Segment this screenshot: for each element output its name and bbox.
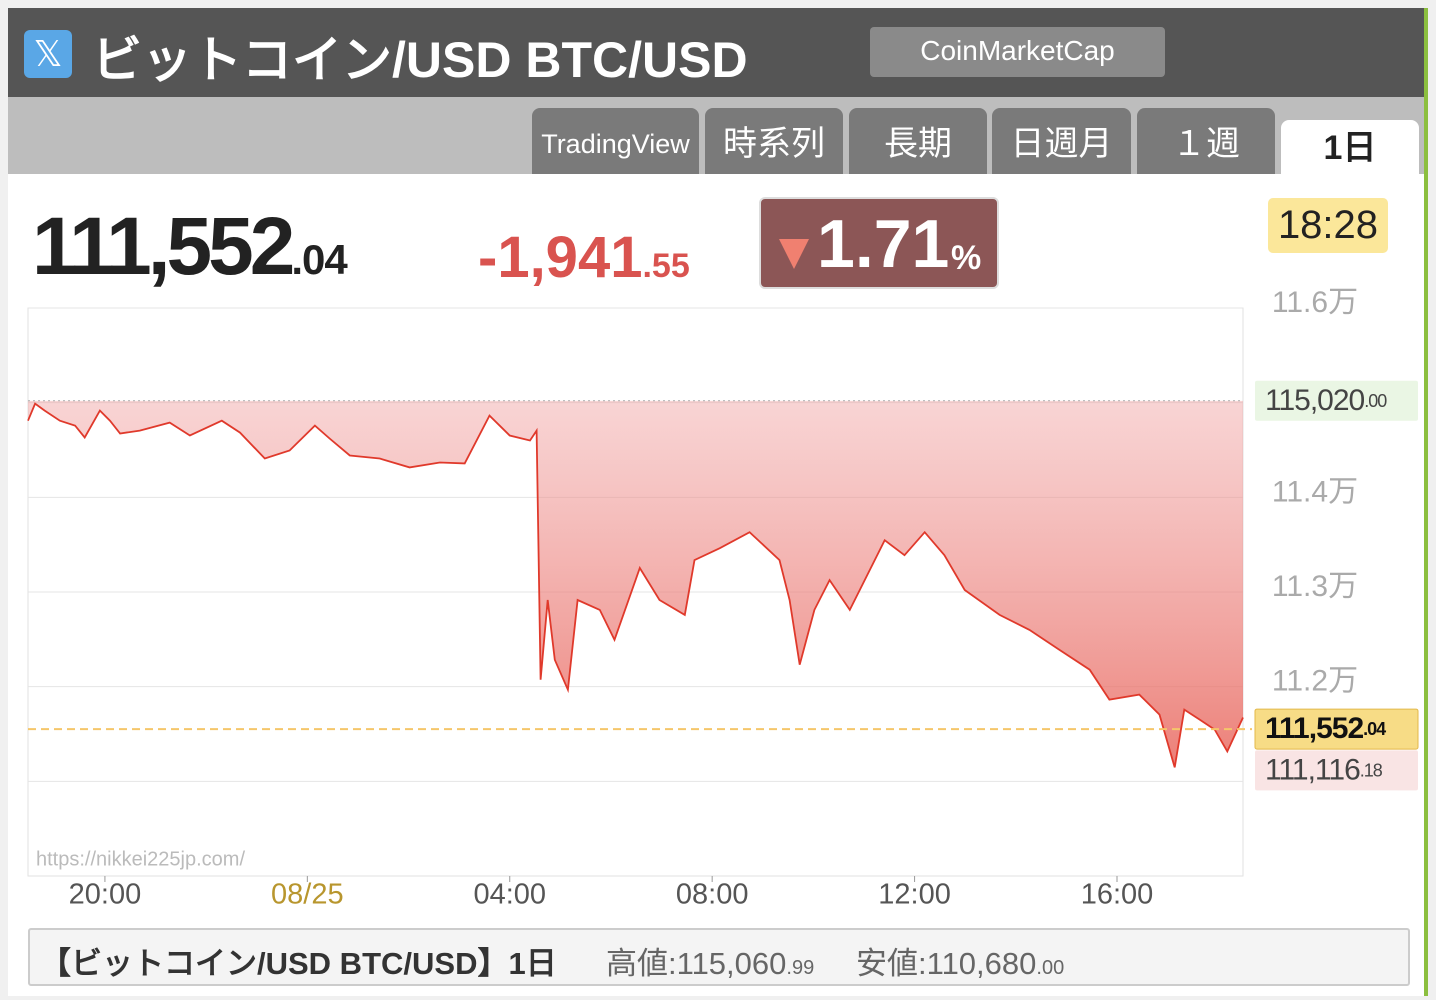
footer-title: 【ビットコイン/USD BTC/USD】1日 — [40, 946, 557, 981]
tab[interactable]: １週 — [1137, 108, 1275, 174]
low-int: 110,680 — [926, 946, 1037, 981]
watermark: https://nikkei225jp.com/ — [36, 848, 245, 870]
price-int: 111,552 — [32, 201, 295, 292]
low-label-box — [1255, 750, 1418, 791]
low-label-int: 111,116 — [1265, 753, 1360, 786]
change-dec: .55 — [642, 247, 690, 285]
change: -1,941.55 — [478, 224, 690, 291]
last-label-box — [1254, 708, 1419, 750]
x-tick-label: 12:00 — [878, 879, 951, 911]
header-bar — [8, 8, 1424, 97]
price: 111,552.04 — [32, 200, 348, 294]
tab[interactable]: 時系列 — [705, 108, 843, 174]
x-tick-label: 16:00 — [1081, 879, 1154, 911]
x-tick-label: 08:00 — [676, 879, 749, 911]
low-label-dec: .18 — [1360, 760, 1383, 780]
high: 高値:115,060.99 — [606, 938, 814, 983]
area — [28, 400, 1243, 768]
x-tick-label: 20:00 — [69, 879, 142, 911]
low-dec: .00 — [1036, 957, 1065, 979]
reference-label-int: 115,020 — [1265, 384, 1365, 417]
x-share-icon[interactable]: 𝕏 — [24, 30, 72, 78]
low: 安値:110,680.00 — [856, 938, 1064, 983]
x-tick-label: 08/25 — [271, 879, 344, 911]
y-tick-label: 11.2万 — [1272, 665, 1358, 698]
price-dec: .04 — [291, 236, 347, 283]
tab[interactable]: 1日 — [1281, 120, 1419, 176]
price-line — [27, 402, 1244, 768]
reference-label-dec: .00 — [1364, 391, 1387, 411]
pct-unit: % — [951, 239, 982, 277]
y-tick-label: 11.3万 — [1272, 570, 1358, 603]
right-border — [1424, 8, 1428, 996]
y-tick-label: 11.6万 — [1272, 286, 1358, 319]
high-dec: .99 — [786, 957, 815, 979]
chart: 11.1万11.2万11.3万11.4万11.5万11.6万20:0008/25… — [27, 286, 1419, 911]
down-arrow — [779, 239, 809, 269]
low-label: 111,116.18 — [1265, 753, 1383, 786]
last-label-int: 111,552 — [1265, 712, 1363, 745]
footer: 【ビットコイン/USD BTC/USD】1日 高値:115,060.99 安値:… — [28, 928, 1410, 986]
pct-badge: 1.71% — [759, 197, 999, 289]
last-label: 111,552.04 — [1265, 712, 1386, 745]
source-button[interactable]: CoinMarketCap — [870, 27, 1165, 77]
high-int: 115,060 — [676, 946, 787, 981]
change-int: -1,941 — [478, 225, 643, 290]
time: 18:28 — [1268, 198, 1388, 253]
y-tick-label: 11.4万 — [1272, 475, 1358, 508]
low-label: 安値: — [856, 946, 927, 981]
x-tick-label: 04:00 — [473, 879, 546, 911]
reference-label: 115,020.00 — [1265, 384, 1387, 417]
page-title: ビットコイン/USD BTC/USD — [92, 32, 748, 88]
pct-value: 1.71 — [817, 206, 950, 282]
reference-label-box — [1255, 380, 1418, 421]
tab[interactable]: 日週月 — [992, 108, 1131, 174]
tab[interactable]: 長期 — [849, 108, 987, 174]
high-label: 高値: — [606, 946, 677, 981]
tab[interactable]: TradingView — [532, 108, 699, 174]
last-label-dec: .04 — [1363, 719, 1386, 739]
